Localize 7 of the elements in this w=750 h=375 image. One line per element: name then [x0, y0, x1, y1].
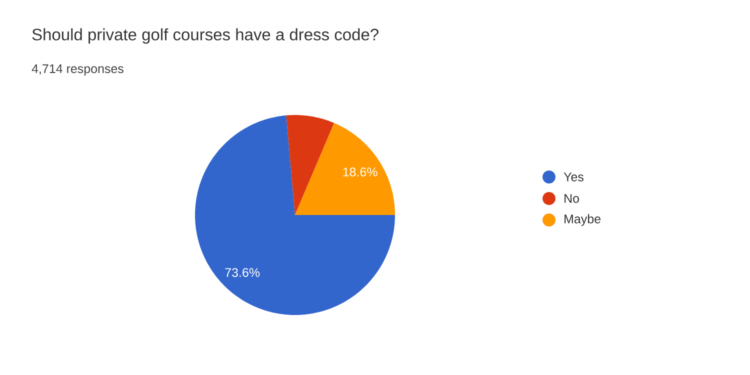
legend-label: No: [564, 194, 579, 203]
legend-label: Maybe: [564, 214, 600, 226]
data-label: 18.6%: [343, 168, 378, 176]
legend-label: Yes: [564, 172, 584, 182]
text: 4,714 responses: [32, 64, 124, 76]
data-label: 73.6%: [225, 268, 260, 277]
chart-title: Should private golf courses have a dress code?: [32, 28, 378, 44]
